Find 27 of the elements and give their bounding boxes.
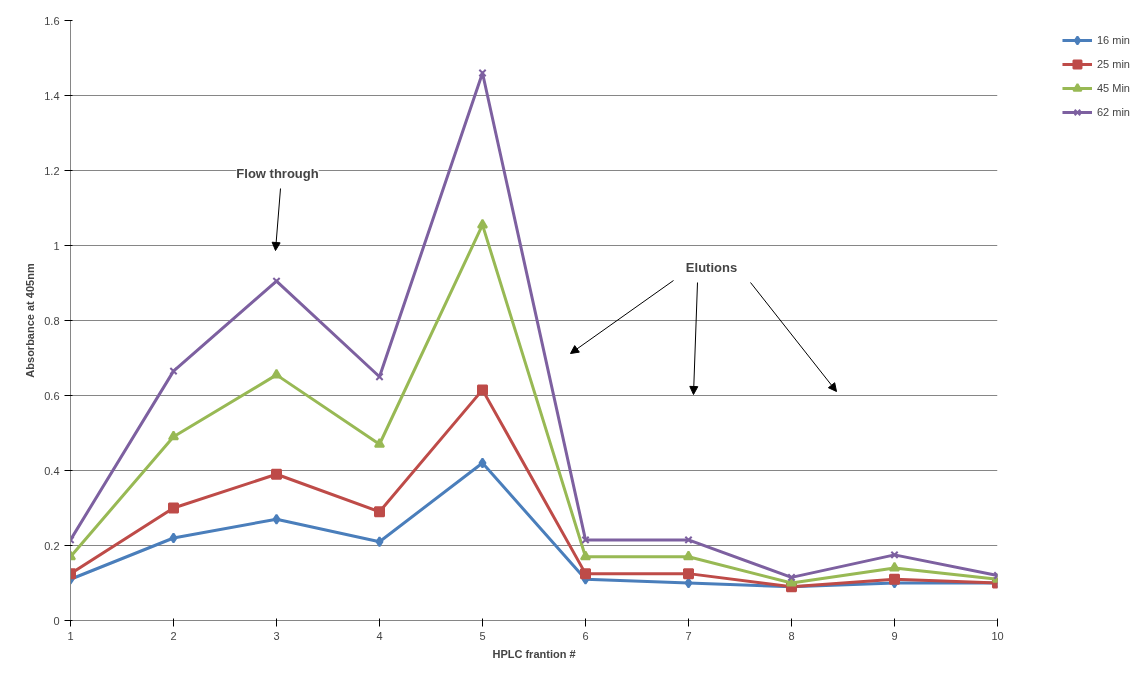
y-tick-label: 1.6 [44, 14, 60, 27]
x-tick-label: 4 [376, 629, 383, 642]
legend-label: 25 min [1096, 58, 1130, 70]
annotation: Elutions [685, 259, 738, 275]
legend-label: 62 min [1096, 106, 1130, 118]
x-tick-label: 8 [788, 629, 795, 642]
x-tick-label: 2 [170, 629, 177, 642]
y-tick-label: 0.4 [44, 464, 60, 477]
legend-label: 45 Min [1096, 82, 1130, 94]
annotation: Flow through [236, 165, 319, 181]
legend-label: 16 min [1096, 34, 1130, 46]
x-tick-label: 7 [685, 629, 692, 642]
y-tick-label: 0.2 [44, 539, 60, 552]
y-tick-label: 1 [53, 239, 60, 252]
x-tick-label: 5 [479, 629, 486, 642]
x-tick-label: 10 [991, 629, 1004, 642]
x-tick-label: 6 [582, 629, 589, 642]
x-axis-title: HPLC frantion # [492, 647, 576, 660]
y-tick-label: 0.6 [44, 389, 60, 402]
y-axis-title: Absorbance at 405nm [24, 263, 37, 378]
x-tick-label: 9 [891, 629, 898, 642]
x-tick-label: 1 [67, 629, 74, 642]
y-tick-label: 1.4 [44, 89, 60, 102]
y-tick-label: 0 [53, 614, 60, 627]
y-tick-label: 0.8 [44, 314, 60, 327]
x-tick-label: 3 [273, 629, 280, 642]
y-tick-label: 1.2 [44, 164, 60, 177]
